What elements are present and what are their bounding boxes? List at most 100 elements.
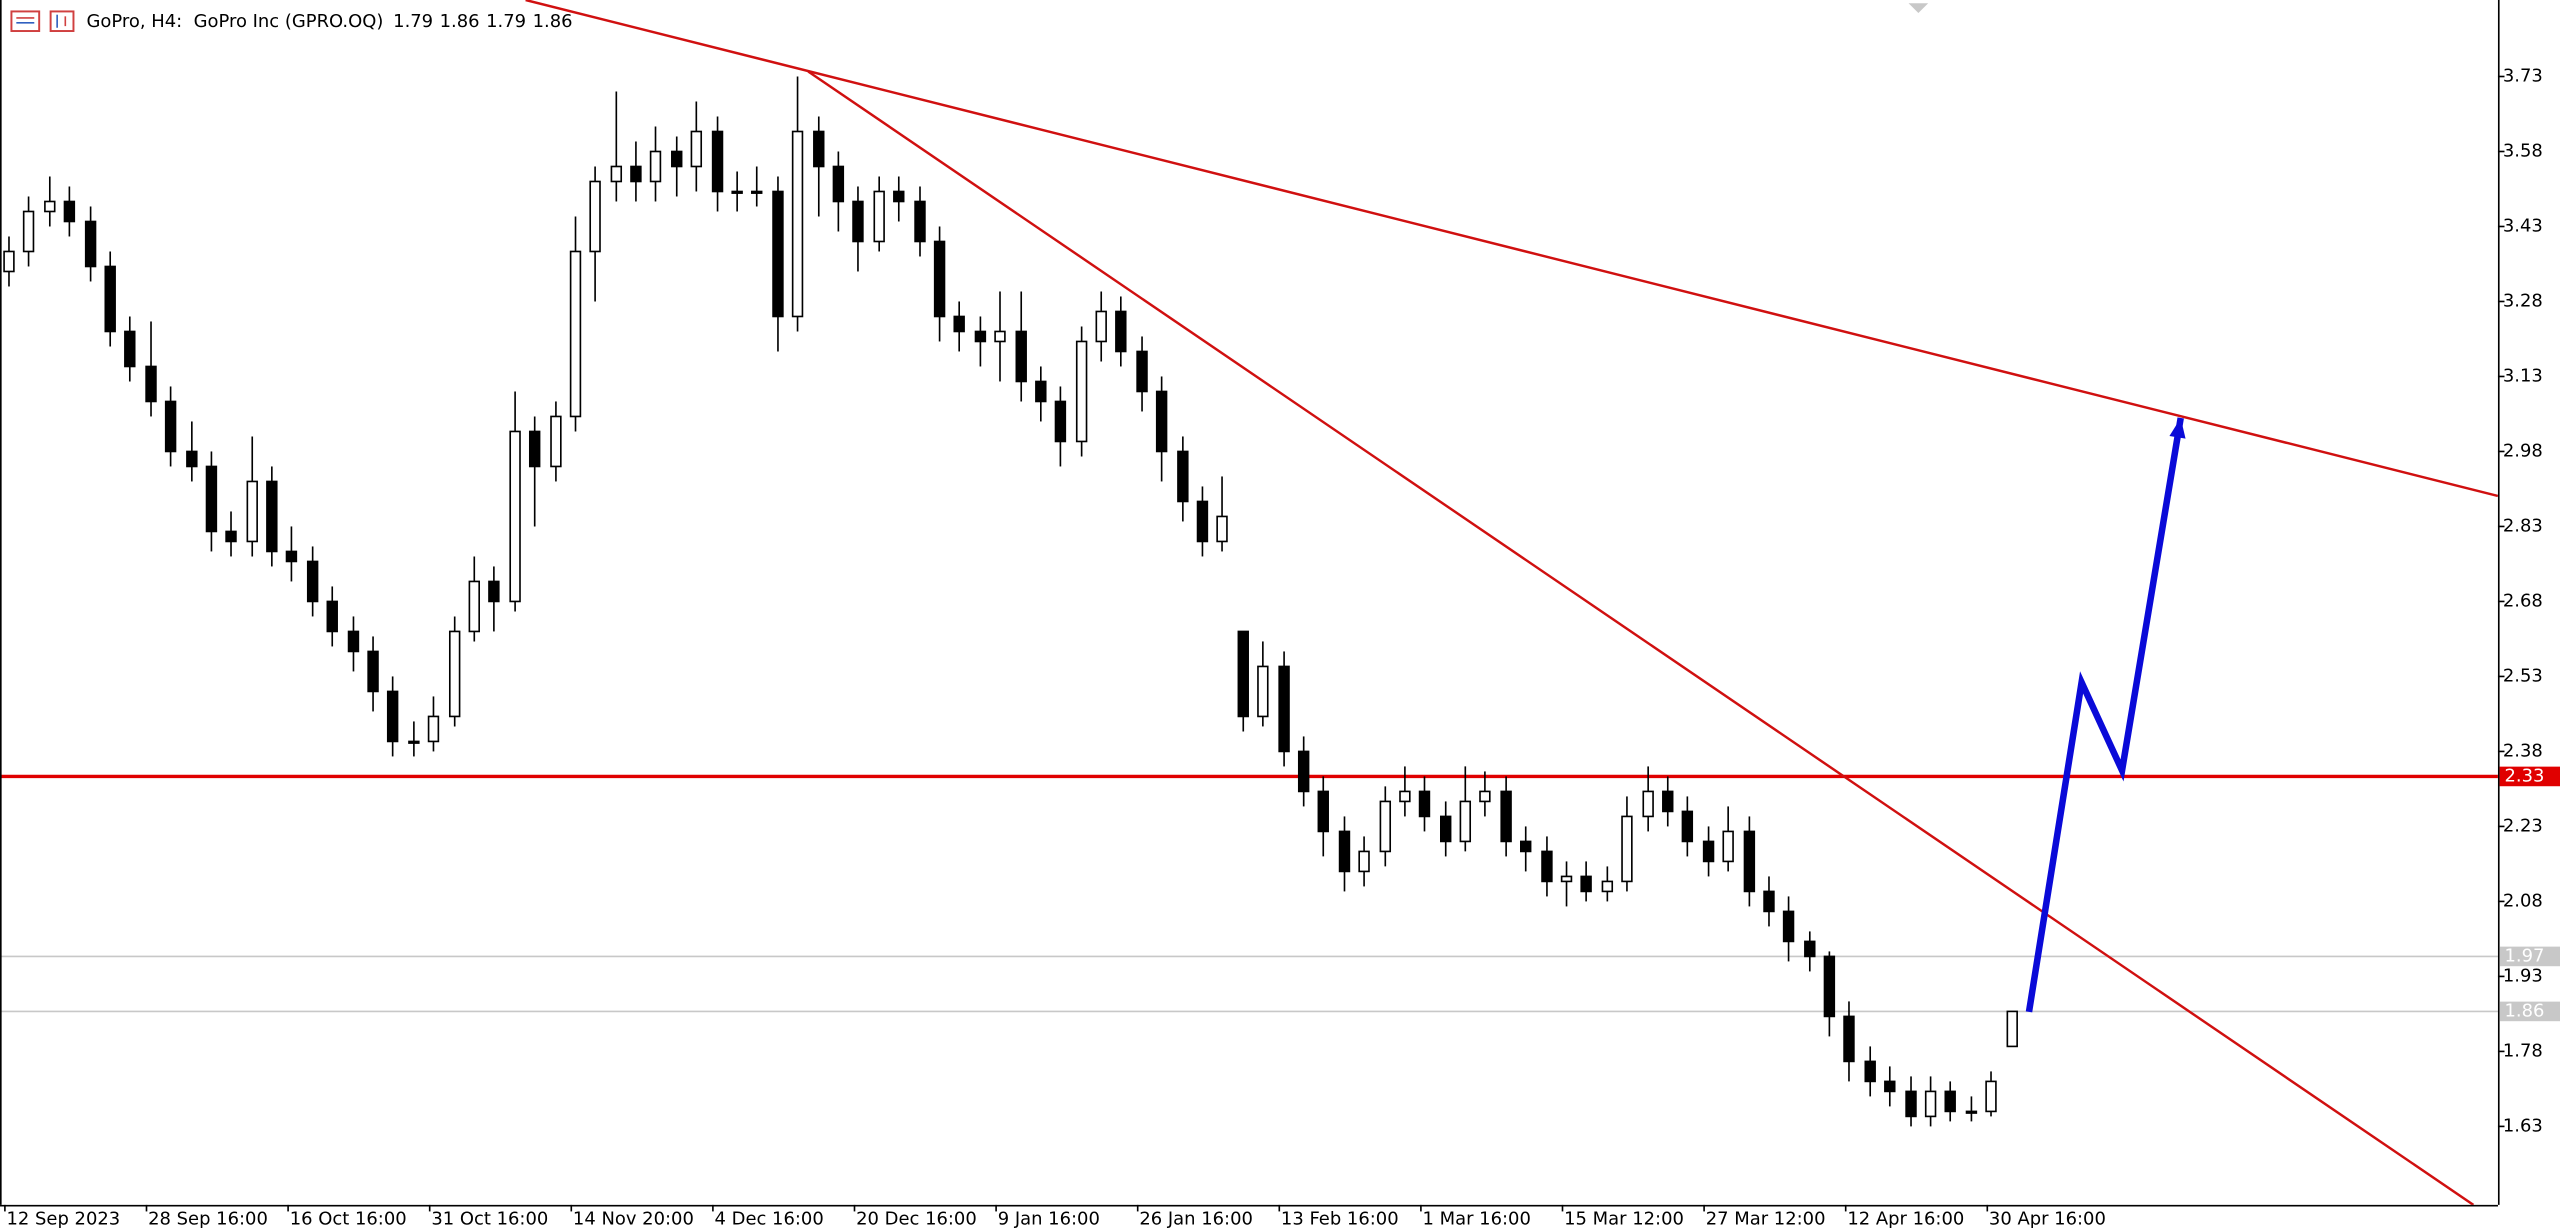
candle-body xyxy=(266,480,278,553)
candle-body xyxy=(1500,790,1512,843)
header-high: 1.86 xyxy=(440,11,480,32)
y-tick-label: 2.83 xyxy=(2503,515,2543,536)
candle-body xyxy=(589,180,601,253)
candle-body xyxy=(649,150,662,183)
candle-body xyxy=(124,330,136,368)
candle-body xyxy=(104,265,116,333)
x-tick-label: 12 Apr 16:00 xyxy=(1847,1209,1964,1230)
candle-body xyxy=(1580,875,1592,893)
candle-body xyxy=(630,165,642,183)
candle-body xyxy=(306,560,319,603)
candle-body xyxy=(225,530,237,543)
x-tick-label: 27 Mar 12:00 xyxy=(1706,1209,1826,1230)
candle-body xyxy=(326,600,338,633)
candle-body xyxy=(569,250,582,418)
candle-body xyxy=(1479,790,1491,803)
candle-body xyxy=(367,650,379,693)
candle-body xyxy=(1177,450,1189,503)
candle-body xyxy=(1317,790,1329,833)
candle-body xyxy=(205,465,218,533)
y-tick-label: 3.73 xyxy=(2503,65,2543,86)
candle-body xyxy=(1965,1110,1978,1114)
candle-body xyxy=(3,250,15,273)
candle-body xyxy=(1399,790,1411,803)
header-icon xyxy=(10,10,75,33)
y-tick-label: 1.93 xyxy=(2503,965,2543,986)
arrow-head xyxy=(2169,417,2186,439)
candle-body xyxy=(509,430,521,603)
candle-body xyxy=(1278,665,1290,753)
candle-body xyxy=(832,165,845,203)
candle-body xyxy=(914,200,926,243)
price-label: 1.86 xyxy=(2504,1000,2544,1021)
price-label-box xyxy=(2499,1001,2560,1022)
candle-body xyxy=(1075,340,1088,443)
candle-body xyxy=(1905,1090,1917,1118)
x-tick-label: 1 Mar 16:00 xyxy=(1423,1209,1531,1230)
candle-body xyxy=(1440,815,1452,843)
candle-body xyxy=(427,715,440,743)
candle-body xyxy=(1823,955,1836,1018)
y-tick-label: 1.63 xyxy=(2503,1115,2543,1136)
candle-body xyxy=(1621,815,1633,883)
candle-body xyxy=(1015,330,1027,383)
price-label-box xyxy=(2499,766,2560,787)
plot-area xyxy=(0,0,2498,1205)
x-tick-label: 30 Apr 16:00 xyxy=(1989,1209,2106,1230)
price-label: 2.33 xyxy=(2504,765,2544,786)
candle-body xyxy=(1985,1080,1997,1113)
candle-body xyxy=(1237,630,1249,718)
candle-body xyxy=(1196,500,1209,543)
candle-body xyxy=(772,190,784,318)
candle-body xyxy=(671,150,683,168)
candle-body xyxy=(873,190,885,243)
candle-body xyxy=(1136,350,1148,393)
y-tick-label: 2.98 xyxy=(2503,440,2543,461)
candle-body xyxy=(1662,790,1674,813)
candle-body xyxy=(145,365,157,403)
candle-body xyxy=(813,130,825,168)
candle-body xyxy=(1095,310,1107,343)
candle-body xyxy=(22,210,35,253)
candle-body xyxy=(1864,1060,1876,1083)
candle-body xyxy=(488,580,500,603)
candle-body xyxy=(386,690,399,743)
x-tick-label: 13 Feb 16:00 xyxy=(1281,1209,1399,1230)
trendline xyxy=(525,0,2498,498)
candle-body xyxy=(974,330,987,343)
x-tick-label: 15 Mar 12:00 xyxy=(1564,1209,1684,1230)
candle-body xyxy=(1804,940,1816,958)
candle-body xyxy=(1743,830,1756,893)
candle-body xyxy=(2006,1010,2018,1048)
candle-body xyxy=(751,190,763,194)
candle-body xyxy=(1459,800,1472,843)
candle-body xyxy=(791,130,804,318)
candle-body xyxy=(1642,790,1654,818)
candle-body xyxy=(63,200,76,223)
candle-body xyxy=(1944,1090,1956,1113)
candle-body xyxy=(1035,380,1047,403)
candle-body xyxy=(347,630,360,653)
y-tick-label: 2.53 xyxy=(2503,665,2543,686)
y-tick-label: 3.28 xyxy=(2503,290,2543,311)
candle-body xyxy=(933,240,946,318)
candle-body xyxy=(1520,840,1532,853)
candle-body xyxy=(1257,665,1269,718)
candle-body xyxy=(246,480,258,543)
candle-body xyxy=(1681,810,1694,843)
candle-body xyxy=(1115,310,1127,353)
header-close: 1.86 xyxy=(533,11,573,32)
candle-body xyxy=(994,330,1006,343)
candle-body xyxy=(1843,1015,1855,1063)
x-tick-label: 14 Nov 20:00 xyxy=(573,1209,694,1230)
candle-body xyxy=(44,200,56,213)
candle-body xyxy=(285,550,298,563)
price-label: 1.97 xyxy=(2504,945,2544,966)
candle-body xyxy=(164,400,177,453)
candle-body xyxy=(1541,850,1553,883)
candle-body xyxy=(731,190,743,194)
candle-body xyxy=(468,580,480,633)
